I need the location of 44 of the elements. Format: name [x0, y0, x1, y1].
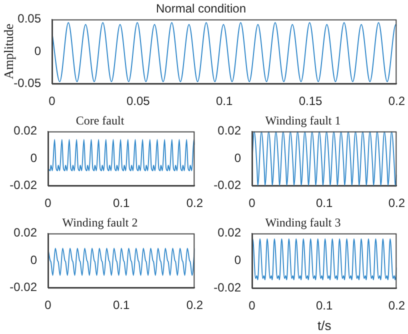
x-tick-label: 0.15 — [298, 94, 322, 108]
x-tick-label: 0 — [44, 298, 52, 312]
x-tick-label: 0 — [248, 298, 256, 313]
x-tick-label: 0.2 — [186, 298, 204, 312]
y-tick-label: 0 — [234, 150, 242, 165]
y-tick-label: 0.02 — [218, 124, 242, 138]
y-tick-label: -0.02 — [214, 178, 242, 192]
x-tick-label: 0.2 — [388, 298, 406, 313]
chart-title: Winding fault 1 — [265, 113, 341, 128]
line-series — [252, 238, 397, 280]
x-axis-title: t/s — [317, 318, 332, 333]
y-tick-label: -0.02 — [10, 280, 38, 294]
y-axis-title: Amplitude — [1, 23, 16, 80]
x-tick-label: 0.1 — [112, 298, 130, 312]
x-tick-label: 0.1 — [316, 196, 333, 210]
y-tick-label: -0.02 — [10, 178, 38, 192]
line-series — [52, 22, 397, 82]
line-series — [48, 139, 195, 172]
x-tick-label: 0.2 — [388, 196, 406, 210]
x-tick-label: 0.1 — [216, 94, 233, 108]
y-tick-label: 0.02 — [14, 124, 38, 138]
y-tick-label: -0.05 — [14, 76, 42, 90]
y-tick-label: 0 — [234, 253, 242, 268]
y-tick-label: 0.05 — [18, 12, 42, 26]
y-tick-label: -0.02 — [214, 280, 242, 294]
chart-title: Winding fault 3 — [265, 215, 341, 230]
line-series — [252, 131, 397, 186]
x-tick-label: 0.2 — [388, 94, 406, 108]
x-tick-label: 0.1 — [316, 298, 333, 313]
x-tick-label: 0.2 — [186, 196, 204, 210]
x-tick-label: 0.1 — [112, 196, 130, 210]
y-tick-label: 0 — [30, 150, 38, 165]
x-tick-label: 0 — [44, 196, 52, 210]
line-series — [48, 248, 195, 276]
chart-title: Core fault — [76, 113, 125, 128]
y-tick-label: 0 — [34, 44, 42, 58]
chart-title: Winding fault 2 — [62, 215, 138, 230]
y-tick-label: 0.02 — [14, 226, 38, 240]
chart-title: Normal condition — [156, 2, 246, 16]
y-tick-label: 0.02 — [218, 226, 242, 240]
x-tick-label: 0 — [48, 94, 56, 108]
x-tick-label: 0.05 — [126, 94, 150, 108]
x-tick-label: 0 — [248, 196, 256, 210]
y-tick-label: 0 — [30, 252, 38, 267]
